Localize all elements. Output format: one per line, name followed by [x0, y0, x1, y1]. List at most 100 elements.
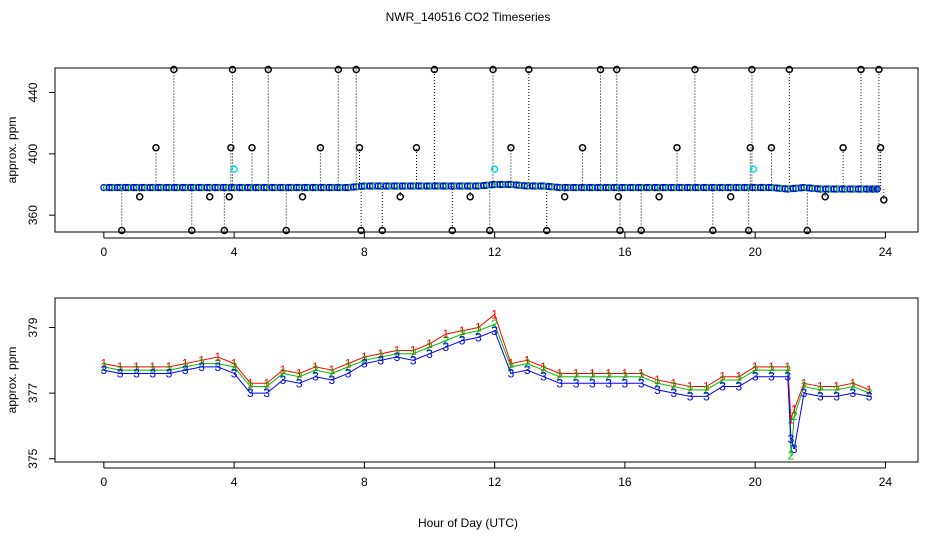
- series-point-2: 2: [361, 353, 368, 367]
- series-point-3: 3: [231, 366, 238, 380]
- series-point-1: 1: [524, 353, 531, 367]
- series-point-3: 3: [117, 366, 124, 380]
- series-point-1: 1: [394, 343, 401, 357]
- series-point-3: 3: [361, 357, 368, 371]
- series-point-2: 2: [394, 347, 401, 361]
- outlier-point: [357, 226, 365, 235]
- baseline-point: [873, 185, 881, 193]
- series-point-1: 1: [768, 360, 775, 374]
- series-point-3: 3: [101, 363, 108, 377]
- outlier-point: [880, 196, 888, 204]
- outlier-point: [785, 65, 794, 74]
- top-plot-marks: [100, 65, 888, 235]
- series-point-2: 2: [784, 363, 791, 377]
- outlier-point: [616, 226, 624, 235]
- series-point-3: 3: [866, 389, 873, 403]
- top-x-tick-label: 12: [488, 245, 502, 259]
- series-point-2: 2: [280, 366, 287, 380]
- series-point-3: 3: [703, 389, 710, 403]
- series-point-2: 2: [605, 370, 612, 384]
- series-point-1: 1: [166, 360, 173, 374]
- series-point-3: 3: [540, 370, 547, 384]
- series-point-1: 1: [605, 366, 612, 380]
- series-point-3: 3: [801, 386, 808, 400]
- series-point-2: 2: [377, 350, 384, 364]
- top-plot-frame: [54, 67, 919, 233]
- series-point-3: 3: [622, 376, 629, 390]
- series-point-1: 1: [719, 370, 726, 384]
- series-point-1: 1: [703, 380, 710, 394]
- series-point-3: 3: [788, 432, 795, 446]
- outlier-point: [228, 65, 237, 74]
- outlier-point: [673, 143, 681, 152]
- series-point-1: 1: [410, 343, 417, 357]
- outlier-point: [821, 192, 829, 201]
- series-point-1: 1: [801, 376, 808, 390]
- bottom-x-tick-label: 20: [748, 475, 762, 489]
- series-point-3: 3: [508, 366, 515, 380]
- series-point-3: 3: [556, 376, 563, 390]
- series-point-2: 2: [540, 363, 547, 377]
- series-point-2: 2: [182, 360, 189, 374]
- series-point-1: 1: [654, 373, 661, 387]
- series-point-2: 2: [117, 363, 124, 377]
- series-point-3: 3: [670, 386, 677, 400]
- top-y-tick-label: 400: [26, 143, 40, 163]
- series-point-2: 2: [524, 357, 531, 371]
- series-point-2: 2: [573, 370, 580, 384]
- series-point-2: 2: [791, 409, 798, 423]
- outlier-point: [578, 143, 587, 152]
- outlier-point: [655, 192, 663, 201]
- outlier-point: [282, 226, 290, 235]
- series-point-1: 1: [589, 366, 596, 380]
- top-x-tick-label: 4: [231, 245, 238, 259]
- series-point-3: 3: [475, 330, 482, 344]
- top-x-tick-label: 20: [748, 245, 762, 259]
- series-point-3: 3: [182, 363, 189, 377]
- series-point-1: 1: [491, 307, 498, 321]
- outlier-point: [767, 143, 776, 152]
- series-point-1: 1: [345, 357, 352, 371]
- outlier-point: [355, 143, 364, 152]
- series-point-2: 2: [312, 363, 319, 377]
- series-point-2: 2: [638, 370, 645, 384]
- top-y-tick-label: 440: [26, 82, 40, 102]
- series-point-2: 2: [263, 380, 270, 394]
- outlier-point: [839, 143, 847, 152]
- bottom-y-tick-label: 375: [26, 448, 40, 468]
- series-point-2: 2: [556, 370, 563, 384]
- series-point-1: 1: [361, 350, 368, 364]
- outlier-point: [430, 65, 439, 74]
- bottom-y-tick-label: 377: [26, 383, 40, 403]
- series-point-1: 1: [280, 363, 287, 377]
- series-point-3: 3: [491, 324, 498, 338]
- series-point-2: 2: [768, 363, 775, 377]
- top-y-tick-label: 360: [26, 205, 40, 225]
- series-point-2: 2: [442, 334, 449, 348]
- series-point-1: 1: [788, 412, 795, 426]
- series-point-1: 1: [475, 321, 482, 335]
- series-point-3: 3: [263, 386, 270, 400]
- outlier-point: [875, 65, 883, 74]
- outlier-point: [225, 192, 233, 201]
- series-point-3: 3: [459, 334, 466, 348]
- series-point-1: 1: [508, 357, 515, 371]
- outlier-point: [489, 65, 497, 74]
- series-point-1: 1: [442, 327, 449, 341]
- outlier-point: [857, 65, 865, 74]
- series-point-2: 2: [328, 366, 335, 380]
- bottom-ylabel: approx. ppm: [5, 347, 19, 414]
- series-point-1: 1: [231, 357, 238, 371]
- outlier-point: [396, 192, 404, 201]
- outlier-point: [614, 192, 623, 201]
- series-point-3: 3: [394, 350, 401, 364]
- series-line-2: [103, 323, 870, 456]
- series-point-2: 2: [231, 360, 238, 374]
- outlier-point: [170, 65, 178, 74]
- series-point-2: 2: [491, 317, 498, 331]
- series-point-3: 3: [214, 360, 221, 374]
- series-point-1: 1: [149, 360, 156, 374]
- series-point-1: 1: [182, 357, 189, 371]
- top-y-ticks: 360 400 440: [26, 82, 55, 225]
- bottom-x-tick-label: 16: [618, 475, 632, 489]
